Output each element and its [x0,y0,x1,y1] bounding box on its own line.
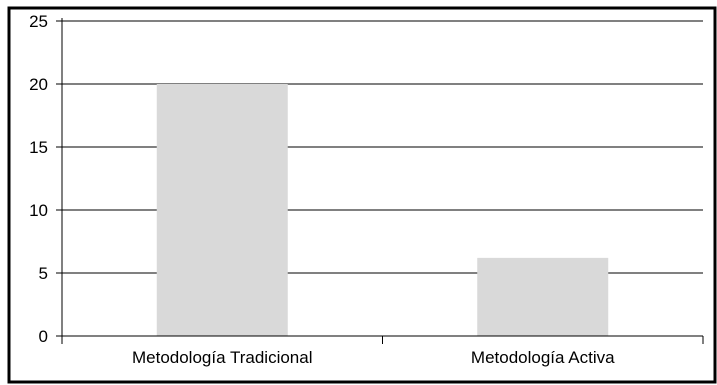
x-category-label-1: Metodología Activa [471,348,615,367]
y-tick-label-1: 5 [39,264,48,283]
y-tick-label-0: 0 [39,327,48,346]
bar-0 [156,84,288,336]
bars [156,84,609,336]
y-tick-label-3: 15 [29,138,48,157]
bar-1 [477,257,609,336]
y-tick-label-2: 10 [29,201,48,220]
y-tick-labels: 0 5 10 15 20 25 [29,12,48,346]
axes [56,18,704,344]
x-category-labels: Metodología Tradicional Metodología Activ… [132,348,615,367]
y-tick-label-4: 20 [29,75,48,94]
chart-outer-frame [7,6,717,384]
x-category-label-0: Metodología Tradicional [132,348,313,367]
y-tick-label-5: 25 [29,12,48,31]
